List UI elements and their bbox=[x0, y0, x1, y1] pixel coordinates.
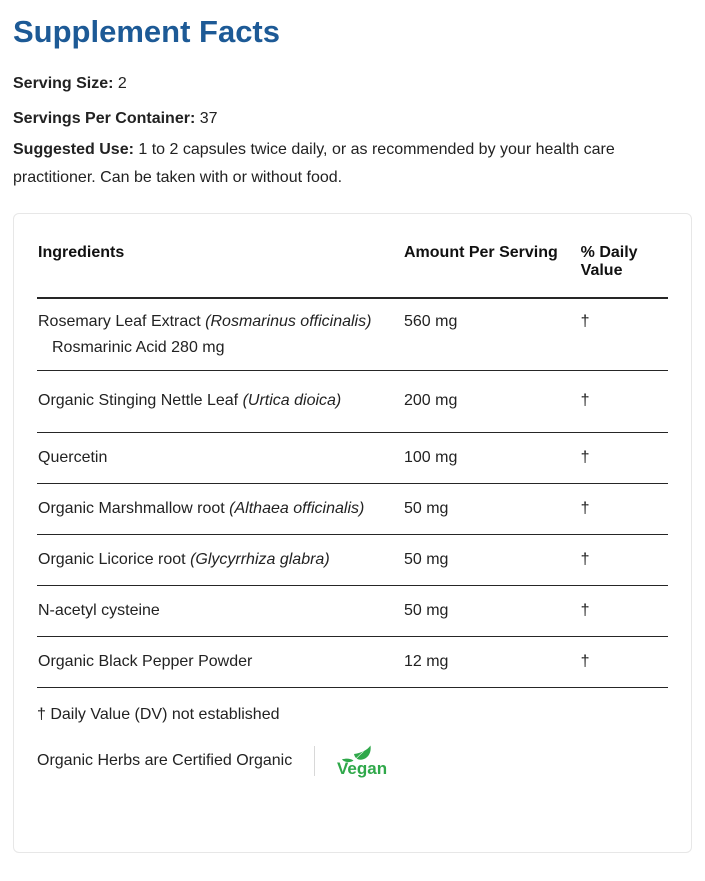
svg-text:Vegan: Vegan bbox=[337, 759, 387, 778]
